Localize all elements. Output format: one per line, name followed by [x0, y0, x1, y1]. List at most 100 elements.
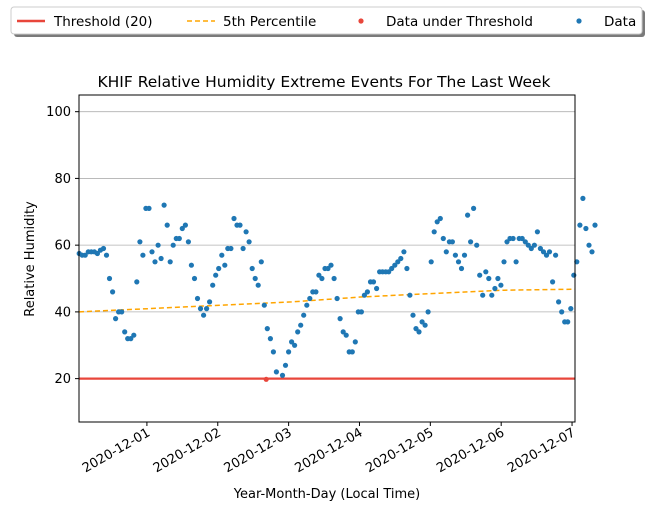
- data-point: [319, 275, 325, 282]
- data-point: [419, 319, 425, 325]
- data-point: [122, 329, 128, 335]
- data-point: [316, 272, 322, 278]
- data-point: [155, 242, 161, 248]
- legend-frame: [10, 6, 643, 35]
- data-point: [559, 309, 565, 315]
- data-point: [343, 332, 349, 338]
- y-tick-label: 40: [54, 305, 71, 320]
- data-point: [334, 295, 340, 302]
- data-point: [401, 249, 407, 255]
- legend-label-under-threshold: Data under Threshold: [386, 14, 533, 30]
- data-point: [140, 252, 146, 258]
- data-point: [207, 299, 213, 305]
- data-point: [252, 275, 258, 282]
- data-point: [210, 282, 216, 288]
- data-point: [528, 245, 534, 252]
- data-point: [213, 272, 219, 278]
- data-point: [146, 205, 152, 211]
- data-point: [307, 295, 313, 302]
- data-point: [550, 279, 556, 285]
- data-point: [301, 312, 307, 318]
- data-point: [258, 259, 264, 265]
- data-point: [553, 252, 559, 258]
- data-point: [489, 292, 495, 298]
- percentile-line-group: [78, 288, 576, 313]
- data-point: [167, 259, 173, 265]
- y-tick-label: 80: [54, 172, 71, 187]
- x-tick-label: 2020-12-02: [151, 425, 224, 476]
- data-point: [556, 299, 562, 305]
- data-point: [465, 212, 471, 218]
- data-point: [577, 222, 583, 228]
- x-axis: 2020-12-012020-12-022020-12-032020-12-04…: [80, 422, 578, 476]
- data-point: [110, 289, 116, 295]
- data-point: [204, 306, 210, 312]
- data-point: [222, 262, 228, 268]
- legend: Threshold (20) 5th Percentile Data under…: [10, 6, 645, 37]
- legend-swatch-under-threshold: [358, 18, 364, 24]
- data-point: [149, 249, 155, 255]
- data-point: [164, 222, 170, 228]
- x-tick-label: 2020-12-06: [434, 425, 507, 476]
- data-point: [295, 329, 301, 335]
- legend-swatch-data: [576, 18, 582, 24]
- data-point: [361, 292, 367, 298]
- data-point: [370, 279, 377, 285]
- data-point: [106, 275, 113, 282]
- data-point: [468, 239, 474, 245]
- data-point: [525, 242, 531, 248]
- data-point: [398, 255, 404, 262]
- data-point: [501, 259, 507, 265]
- y-tick-label: 20: [54, 372, 71, 387]
- data-point: [137, 239, 143, 245]
- data-point: [386, 269, 392, 275]
- data-point: [534, 229, 541, 235]
- data-point: [498, 282, 504, 288]
- data-point: [540, 249, 547, 255]
- data-point: [94, 250, 100, 257]
- data-point: [279, 372, 286, 378]
- data-point: [431, 229, 437, 235]
- data-point: [434, 219, 440, 225]
- data-point: [349, 349, 355, 355]
- data-point: [440, 235, 446, 242]
- data-point: [428, 259, 434, 265]
- data-point: [325, 265, 331, 272]
- data-point: [261, 302, 267, 308]
- data-point: [471, 205, 477, 211]
- data-point: [188, 262, 194, 268]
- data-point: [449, 239, 455, 245]
- data-point: [249, 265, 255, 272]
- data-point: [240, 245, 246, 252]
- under-threshold-point: [263, 376, 269, 382]
- data-point: [298, 322, 304, 328]
- data-point: [100, 245, 107, 252]
- data-point: [537, 245, 544, 252]
- x-tick-label: 2020-12-01: [80, 425, 153, 476]
- data-point: [407, 292, 413, 298]
- data-point: [128, 336, 134, 342]
- legend-label-data: Data: [604, 14, 636, 30]
- data-point: [392, 262, 398, 268]
- data-point: [504, 239, 510, 245]
- data-point: [425, 309, 431, 315]
- data-point: [480, 292, 486, 298]
- x-axis-label: Year-Month-Day (Local Time): [233, 487, 420, 502]
- data-point: [286, 349, 292, 355]
- data-point: [176, 235, 182, 242]
- data-point: [270, 349, 276, 355]
- data-point: [364, 289, 370, 295]
- data-point: [486, 275, 492, 282]
- data-point: [571, 272, 577, 278]
- data-point: [179, 225, 185, 232]
- data-point: [543, 252, 550, 258]
- data-points: [76, 195, 598, 378]
- data-point: [191, 275, 198, 282]
- data-point: [374, 285, 380, 292]
- data-point: [197, 306, 204, 312]
- x-tick-label: 2020-12-07: [505, 425, 578, 476]
- data-point: [331, 275, 337, 282]
- data-point: [410, 312, 416, 318]
- data-point: [580, 195, 586, 201]
